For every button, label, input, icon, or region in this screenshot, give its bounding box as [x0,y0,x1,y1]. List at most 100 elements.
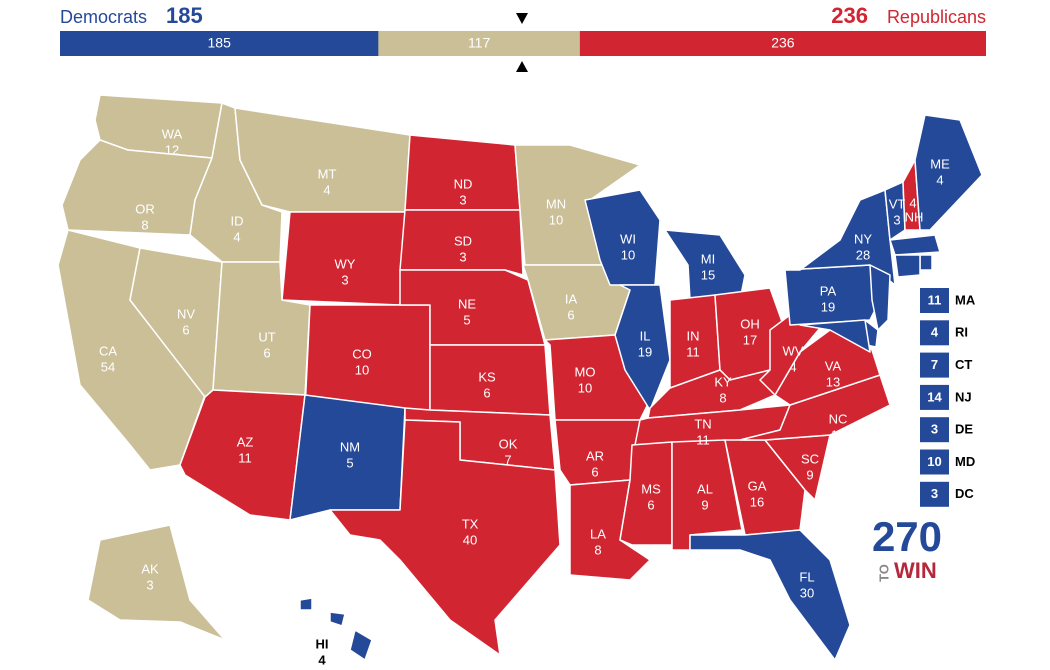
state-shape [799,319,871,353]
state-votes: 4 [909,195,916,210]
state-abbr: NM [340,439,360,454]
state-votes: 3 [893,212,900,227]
state-box-votes: 4 [931,325,939,340]
state-box-abbr: DE [955,422,973,437]
state-box [920,352,949,378]
state-shape [614,284,671,411]
state-abbr: ND [454,176,473,191]
state-votes: 40 [463,532,477,547]
state-abbr: IN [687,328,700,343]
state-shape [399,209,524,276]
state-abbr: KS [478,369,496,384]
state-abbr: NC [829,411,848,426]
state-shape [299,597,313,611]
state-abbr: NY [854,231,872,246]
state-box-abbr: MA [955,292,976,307]
state-votes: 19 [638,344,652,359]
state-shape [329,611,346,627]
state-votes: 8 [141,217,148,232]
state-votes: 11 [238,450,252,465]
state-votes: 11 [686,344,700,359]
state-abbr: CO [352,346,372,361]
state-votes: 3 [341,272,348,287]
state-votes: 9 [701,497,708,512]
state-box-votes: 7 [931,357,938,372]
state-abbr: WA [162,126,183,141]
state-shape [689,529,851,661]
states [57,94,983,661]
state-votes: 30 [800,585,814,600]
state-abbr: FL [799,569,814,584]
state-abbr: AZ [237,434,254,449]
bar-segment [579,31,986,56]
state-shape [894,254,921,278]
rep-total: 236 [831,3,868,28]
state-box-votes: 10 [927,454,941,469]
state-abbr: KY [714,374,732,389]
state-abbr: MS [641,481,661,496]
state-abbr: VA [825,358,842,373]
state-abbr: OK [499,436,518,451]
state-box-abbr: NJ [955,389,972,404]
state-shape [919,254,933,271]
state-votes: 16 [831,427,845,442]
state-shape [87,524,226,641]
state-votes: 16 [750,494,764,509]
state-votes: 3 [146,577,153,592]
midpoint-arrow-bottom [516,61,528,72]
state-abbr: MI [701,251,715,266]
state-votes: 10 [355,362,369,377]
state-abbr: SC [801,451,819,466]
state-abbr: SD [454,233,472,248]
state-abbr: AL [697,481,713,496]
state-box-abbr: DC [955,486,974,501]
state-votes: 8 [719,390,726,405]
state-abbr: MT [318,166,337,181]
rep-label: Republicans [887,7,986,27]
state-box [920,384,949,410]
state-votes: 9 [806,467,813,482]
state-votes: 8 [594,542,601,557]
state-votes: 5 [463,312,470,327]
state-shape [914,114,983,231]
state-abbr: IA [565,291,578,306]
dem-total: 185 [166,3,203,28]
bar-label: 117 [468,35,491,51]
state-abbr: MN [546,196,566,211]
state-votes: 10 [621,247,635,262]
state-votes: 6 [591,464,598,479]
bar-label: 236 [771,35,795,51]
state-shape [329,419,561,656]
logo-to: TO [876,564,891,582]
state-abbr: TX [462,516,479,531]
state-box-abbr: RI [955,325,968,340]
dem-label: Democrats [60,7,147,27]
state-box-votes: 14 [927,389,942,404]
state-abbr: OH [740,316,760,331]
state-votes: 6 [647,497,654,512]
state-abbr: CA [99,343,117,358]
state-shape [739,374,891,441]
state-abbr: VT [889,196,906,211]
state-box-abbr: MD [955,454,975,469]
state-votes: 13 [826,374,840,389]
logo: 270 TO WIN [872,513,942,583]
state-abbr: NH [905,209,924,224]
state-votes: 4 [318,652,326,667]
state-votes: 10 [549,212,563,227]
state-abbr: NE [458,296,476,311]
state-votes: 6 [182,322,189,337]
state-abbr: GA [748,478,767,493]
logo-win: WIN [894,558,937,583]
state-abbr: IL [640,328,651,343]
logo-number: 270 [872,513,942,560]
state-votes: 7 [504,452,511,467]
state-abbr: NV [177,306,195,321]
state-box [920,449,949,475]
state-votes: 17 [743,332,757,347]
state-votes: 12 [165,142,179,157]
state-box-votes: 11 [928,292,942,307]
state-votes: 6 [263,345,270,360]
state-abbr: PA [820,283,837,298]
